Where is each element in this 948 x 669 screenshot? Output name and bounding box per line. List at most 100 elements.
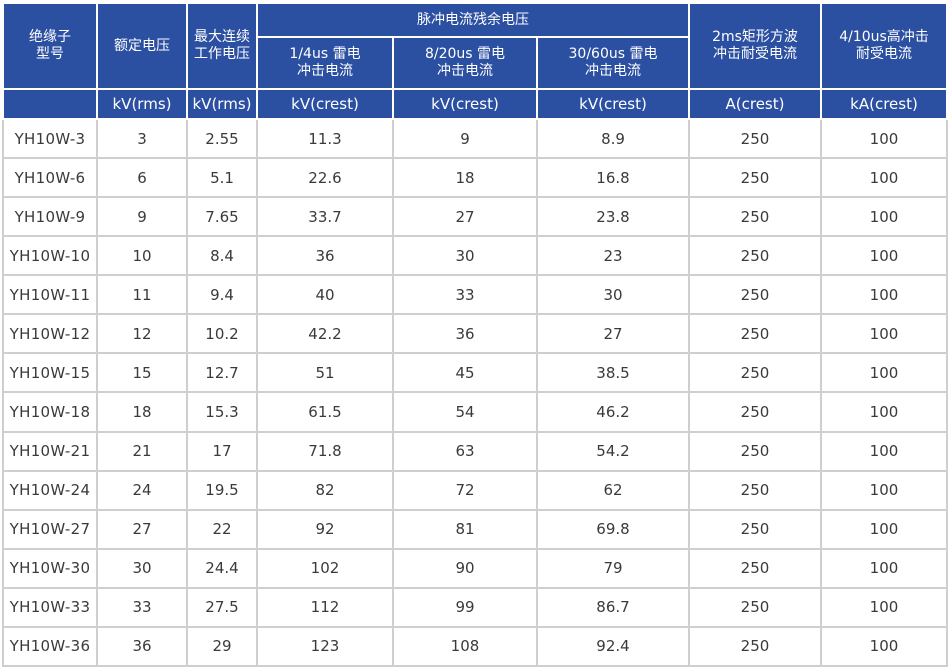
- cell-max-continuous-voltage: 5.1: [186, 157, 258, 199]
- unit-cell: kV(crest): [256, 88, 394, 120]
- unit-cell: kV(rms): [96, 88, 188, 120]
- cell-residual-8-20us: 45: [392, 352, 538, 394]
- cell-max-continuous-voltage: 27.5: [186, 586, 258, 628]
- cell-model: YH10W-33: [2, 586, 98, 628]
- cell-model: YH10W-27: [2, 508, 98, 550]
- cell-residual-1-4us: 36: [256, 235, 394, 277]
- cell-rect-2ms-withstand: 250: [688, 391, 822, 433]
- cell-residual-8-20us: 30: [392, 235, 538, 277]
- header-residual-1-4us: 1/4us 雷电 冲击电流: [256, 36, 394, 90]
- table-row: YH10W-10 10 8.4 36 30 23 250 100: [2, 235, 948, 277]
- cell-residual-8-20us: 108: [392, 625, 538, 668]
- table-row: YH10W-21 21 17 71.8 63 54.2 250 100: [2, 430, 948, 472]
- cell-high-4-10us-withstand: 100: [820, 508, 948, 550]
- table-header: 绝缘子 型号 额定电压 最大连续 工作电压 脉冲电流残余电压 2ms矩形方波 冲…: [2, 2, 948, 120]
- cell-rated-voltage: 12: [96, 313, 188, 355]
- cell-rated-voltage: 11: [96, 274, 188, 316]
- cell-rated-voltage: 10: [96, 235, 188, 277]
- cell-rect-2ms-withstand: 250: [688, 313, 822, 355]
- cell-residual-30-60us: 79: [536, 547, 690, 589]
- cell-residual-8-20us: 99: [392, 586, 538, 628]
- cell-rect-2ms-withstand: 250: [688, 274, 822, 316]
- cell-rated-voltage: 9: [96, 196, 188, 238]
- unit-cell: kV(crest): [392, 88, 538, 120]
- cell-max-continuous-voltage: 12.7: [186, 352, 258, 394]
- table-row: YH10W-33 33 27.5 112 99 86.7 250 100: [2, 586, 948, 628]
- cell-high-4-10us-withstand: 100: [820, 313, 948, 355]
- cell-rated-voltage: 36: [96, 625, 188, 668]
- header-rated-voltage: 额定电压: [96, 2, 188, 90]
- header-2ms-rect-withstand: 2ms矩形方波 冲击耐受电流: [688, 2, 822, 90]
- cell-model: YH10W-9: [2, 196, 98, 238]
- table-row: YH10W-36 36 29 123 108 92.4 250 100: [2, 625, 948, 668]
- cell-residual-30-60us: 54.2: [536, 430, 690, 472]
- cell-residual-30-60us: 46.2: [536, 391, 690, 433]
- cell-high-4-10us-withstand: 100: [820, 547, 948, 589]
- cell-residual-1-4us: 71.8: [256, 430, 394, 472]
- cell-residual-1-4us: 40: [256, 274, 394, 316]
- table-row: YH10W-9 9 7.65 33.7 27 23.8 250 100: [2, 196, 948, 238]
- cell-residual-1-4us: 11.3: [256, 117, 394, 160]
- cell-model: YH10W-18: [2, 391, 98, 433]
- cell-rated-voltage: 27: [96, 508, 188, 550]
- cell-high-4-10us-withstand: 100: [820, 274, 948, 316]
- header-residual-8-20us: 8/20us 雷电 冲击电流: [392, 36, 538, 90]
- cell-model: YH10W-36: [2, 625, 98, 668]
- cell-max-continuous-voltage: 9.4: [186, 274, 258, 316]
- cell-residual-1-4us: 112: [256, 586, 394, 628]
- table-row: YH10W-12 12 10.2 42.2 36 27 250 100: [2, 313, 948, 355]
- cell-max-continuous-voltage: 7.65: [186, 196, 258, 238]
- table-row: YH10W-15 15 12.7 51 45 38.5 250 100: [2, 352, 948, 394]
- cell-residual-8-20us: 90: [392, 547, 538, 589]
- table-row: YH10W-24 24 19.5 82 72 62 250 100: [2, 469, 948, 511]
- cell-rated-voltage: 3: [96, 117, 188, 160]
- cell-residual-30-60us: 16.8: [536, 157, 690, 199]
- cell-residual-1-4us: 82: [256, 469, 394, 511]
- cell-model: YH10W-12: [2, 313, 98, 355]
- cell-rect-2ms-withstand: 250: [688, 586, 822, 628]
- cell-rated-voltage: 30: [96, 547, 188, 589]
- header-max-continuous-voltage: 最大连续 工作电压: [186, 2, 258, 90]
- cell-max-continuous-voltage: 22: [186, 508, 258, 550]
- cell-max-continuous-voltage: 19.5: [186, 469, 258, 511]
- cell-high-4-10us-withstand: 100: [820, 391, 948, 433]
- table-row: YH10W-11 11 9.4 40 33 30 250 100: [2, 274, 948, 316]
- cell-residual-8-20us: 9: [392, 117, 538, 160]
- table-row: YH10W-6 6 5.1 22.6 18 16.8 250 100: [2, 157, 948, 199]
- cell-residual-8-20us: 54: [392, 391, 538, 433]
- unit-cell: kV(crest): [536, 88, 690, 120]
- table-row: YH10W-18 18 15.3 61.5 54 46.2 250 100: [2, 391, 948, 433]
- cell-high-4-10us-withstand: 100: [820, 157, 948, 199]
- cell-model: YH10W-15: [2, 352, 98, 394]
- cell-max-continuous-voltage: 15.3: [186, 391, 258, 433]
- cell-model: YH10W-11: [2, 274, 98, 316]
- cell-rect-2ms-withstand: 250: [688, 547, 822, 589]
- cell-residual-1-4us: 22.6: [256, 157, 394, 199]
- header-row-2: 1/4us 雷电 冲击电流 8/20us 雷电 冲击电流 30/60us 雷电 …: [3, 36, 947, 90]
- cell-residual-30-60us: 30: [536, 274, 690, 316]
- cell-rect-2ms-withstand: 250: [688, 430, 822, 472]
- cell-high-4-10us-withstand: 100: [820, 235, 948, 277]
- header-4-10us-withstand: 4/10us高冲击 耐受电流: [820, 2, 948, 90]
- cell-residual-8-20us: 36: [392, 313, 538, 355]
- cell-rect-2ms-withstand: 250: [688, 469, 822, 511]
- cell-residual-30-60us: 62: [536, 469, 690, 511]
- cell-max-continuous-voltage: 24.4: [186, 547, 258, 589]
- cell-residual-30-60us: 92.4: [536, 625, 690, 668]
- header-row-1: 绝缘子 型号 额定电压 最大连续 工作电压 脉冲电流残余电压 2ms矩形方波 冲…: [2, 2, 948, 90]
- cell-model: YH10W-24: [2, 469, 98, 511]
- cell-high-4-10us-withstand: 100: [820, 625, 948, 668]
- cell-rated-voltage: 6: [96, 157, 188, 199]
- table-row: YH10W-30 30 24.4 102 90 79 250 100: [2, 547, 948, 589]
- cell-rect-2ms-withstand: 250: [688, 117, 822, 160]
- cell-max-continuous-voltage: 10.2: [186, 313, 258, 355]
- cell-high-4-10us-withstand: 100: [820, 352, 948, 394]
- cell-residual-8-20us: 63: [392, 430, 538, 472]
- cell-residual-1-4us: 92: [256, 508, 394, 550]
- cell-high-4-10us-withstand: 100: [820, 196, 948, 238]
- unit-cell-model: [2, 88, 98, 120]
- cell-residual-8-20us: 81: [392, 508, 538, 550]
- cell-max-continuous-voltage: 17: [186, 430, 258, 472]
- cell-residual-30-60us: 23: [536, 235, 690, 277]
- cell-rated-voltage: 15: [96, 352, 188, 394]
